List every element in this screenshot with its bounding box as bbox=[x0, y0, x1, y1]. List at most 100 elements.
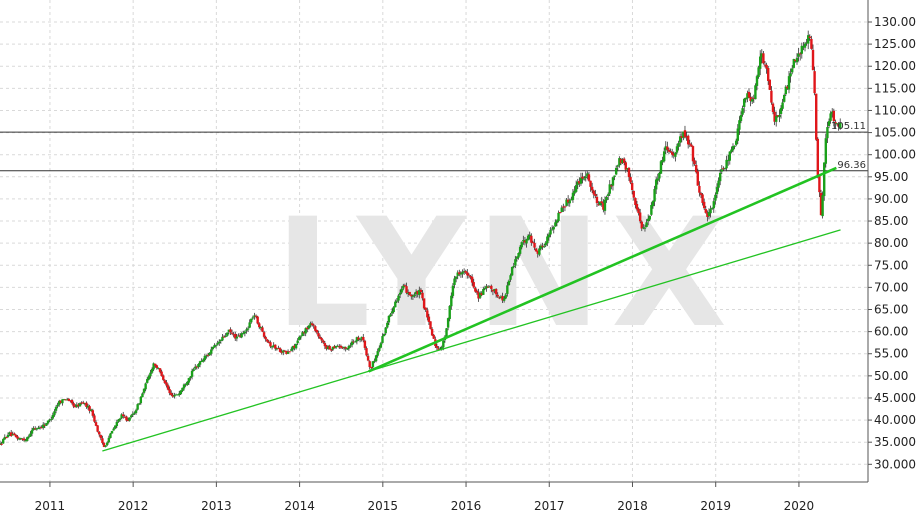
candle-body bbox=[515, 256, 519, 259]
candle bbox=[34, 426, 37, 431]
candle bbox=[499, 295, 503, 299]
candle-body bbox=[458, 272, 461, 275]
candle bbox=[16, 435, 19, 441]
candle-body bbox=[525, 239, 528, 244]
candle bbox=[376, 348, 379, 358]
candle-body bbox=[190, 370, 194, 377]
candle bbox=[0, 441, 3, 446]
candle-body bbox=[104, 445, 107, 447]
candle bbox=[6, 432, 10, 438]
candle bbox=[517, 252, 520, 260]
candle-body bbox=[357, 337, 360, 340]
candle-body bbox=[0, 443, 3, 445]
candle-body bbox=[376, 351, 379, 356]
candle bbox=[254, 314, 258, 319]
candle-body bbox=[370, 367, 373, 369]
candle-body bbox=[635, 204, 639, 210]
candle bbox=[107, 435, 111, 444]
candle bbox=[523, 236, 527, 246]
candle bbox=[157, 367, 160, 370]
candle bbox=[823, 162, 826, 201]
candle bbox=[222, 334, 226, 338]
candle bbox=[704, 205, 707, 214]
y-tick-label: 95.00 bbox=[874, 170, 908, 184]
candle bbox=[707, 208, 711, 220]
candle-body bbox=[230, 332, 234, 334]
candle-body bbox=[365, 348, 368, 356]
candle-body bbox=[461, 272, 464, 274]
candle-body bbox=[805, 42, 808, 44]
candle bbox=[747, 88, 751, 98]
candle-body bbox=[355, 337, 359, 342]
x-tick-label: 2014 bbox=[284, 499, 315, 513]
candle bbox=[285, 350, 288, 355]
candle-body bbox=[611, 177, 615, 186]
candle bbox=[229, 327, 232, 336]
candle bbox=[363, 339, 367, 351]
candle-body bbox=[75, 404, 79, 407]
candle-body bbox=[339, 345, 343, 348]
candle-body bbox=[819, 192, 823, 216]
candle-body bbox=[462, 271, 466, 273]
candle bbox=[109, 432, 112, 439]
candle-body bbox=[837, 123, 840, 127]
candle-body bbox=[259, 327, 263, 329]
candle bbox=[325, 344, 328, 351]
candle bbox=[678, 133, 682, 147]
candle-body bbox=[648, 215, 651, 220]
candle bbox=[702, 198, 706, 210]
candle-body bbox=[472, 282, 475, 288]
candle bbox=[366, 353, 370, 362]
candle bbox=[390, 308, 394, 317]
candle-body bbox=[594, 194, 597, 196]
candle bbox=[579, 172, 583, 186]
y-tick-label: 100.00 bbox=[874, 148, 916, 162]
candle bbox=[286, 349, 290, 355]
candle-body bbox=[581, 176, 584, 179]
candle-body bbox=[739, 115, 743, 122]
candle bbox=[326, 344, 330, 350]
candle-body bbox=[398, 292, 402, 295]
candle bbox=[170, 390, 173, 396]
candle-body bbox=[64, 399, 67, 401]
candle-body bbox=[723, 168, 727, 170]
candle-body bbox=[445, 328, 448, 337]
candle-body bbox=[520, 242, 523, 248]
candle-body bbox=[784, 86, 788, 95]
candle-body bbox=[707, 212, 711, 217]
candle-body bbox=[197, 364, 200, 368]
candle bbox=[403, 283, 407, 287]
candle bbox=[613, 175, 616, 181]
candle bbox=[168, 386, 171, 396]
candle-body bbox=[99, 435, 103, 439]
candle bbox=[568, 198, 571, 207]
candle-body bbox=[378, 347, 381, 351]
candle bbox=[358, 338, 362, 343]
candle bbox=[3, 434, 7, 440]
candle-body bbox=[293, 345, 296, 348]
y-tick-label: 50.00 bbox=[874, 369, 908, 383]
candle bbox=[114, 425, 117, 430]
candle bbox=[778, 109, 781, 123]
candle bbox=[549, 227, 552, 238]
candle-body bbox=[171, 394, 175, 397]
candle bbox=[91, 408, 95, 418]
x-tick-label: 2020 bbox=[784, 499, 815, 513]
candle-body bbox=[773, 111, 776, 122]
candle bbox=[794, 59, 797, 63]
candle-body bbox=[758, 56, 762, 69]
candle bbox=[360, 336, 363, 342]
candle bbox=[408, 291, 411, 296]
candle-body bbox=[691, 146, 695, 162]
candle bbox=[482, 286, 485, 295]
candle-body bbox=[490, 285, 493, 289]
candle-body bbox=[674, 152, 677, 157]
candle-body bbox=[333, 346, 336, 349]
candle bbox=[291, 345, 295, 353]
candle bbox=[470, 274, 474, 286]
candle bbox=[278, 347, 282, 353]
candle-body bbox=[237, 335, 240, 337]
candle-body bbox=[405, 286, 408, 293]
candle bbox=[760, 49, 763, 64]
candle-body bbox=[390, 311, 394, 314]
